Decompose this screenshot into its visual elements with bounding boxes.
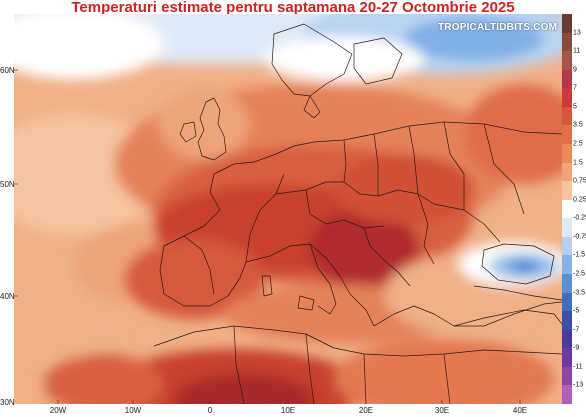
map-title: Temperaturi estimate pentru saptamana 20… [71,0,515,16]
colorbar-segment [562,162,572,182]
colorbar-label: 11 [573,47,581,55]
colorbar-label: 3.5 [573,121,583,129]
colorbar-segment [562,255,572,275]
lon-label-20w: 20W [49,406,67,415]
colorbar-label: -2.5 [573,270,586,278]
colorbar [562,14,572,405]
lat-label-50n: 50N [0,180,15,189]
colorbar-segment [562,274,572,293]
colorbar-label: 2.5 [573,140,583,148]
lat-label-60n: 60N [0,66,15,75]
colorbar-segment [562,51,572,71]
colorbar-segment [562,88,572,108]
colorbar-label: -7 [573,326,580,334]
colorbar-label: 0.25 [573,196,586,204]
colorbar-label: 7 [573,84,577,92]
watermark-text: TROPICALTIDBITS.COM [438,22,558,33]
lon-label-30e: 30E [434,406,450,415]
colorbar-segment [562,348,572,368]
colorbar-label: 0.75 [573,177,586,185]
lat-label-40n: 40N [0,292,15,301]
colorbar-label: -13 [573,381,584,389]
colorbar-segment [562,329,572,349]
colorbar-label: -0.75 [573,233,586,241]
lon-label-20e: 20E [358,406,374,415]
colorbar-label: -9 [573,344,580,352]
colorbar-label: -11 [573,363,583,371]
lon-label-0: 0 [207,406,213,415]
colorbar-segment [562,32,572,52]
colorbar-label: 5 [573,103,577,111]
colorbar-segment [562,125,572,145]
colorbar-label: 13 [573,29,581,37]
colorbar-segment [562,14,572,33]
lon-label-40e: 40E [512,406,528,415]
colorbar-segment [562,69,572,89]
lon-label-10w: 10W [124,406,142,415]
lon-label-10e: 10E [280,406,296,415]
anomaly-shading [14,14,562,404]
colorbar-label: -5 [573,307,580,315]
map-canvas [14,14,562,404]
colorbar-label: -1.5 [573,251,586,259]
colorbar-segment [562,366,572,386]
anomaly-map [14,14,562,404]
colorbar-segment [562,218,572,238]
country-borders [153,23,562,404]
colorbar-segment [562,236,572,256]
colorbar-label: -3.5 [573,289,586,297]
graticule-ticks [14,69,521,404]
colorbar-segment [562,385,572,405]
colorbar-segment [562,144,572,163]
colorbar-segment [562,199,572,219]
colorbar-label: -0.25 [573,214,586,222]
lat-label-30n: 30N [0,398,15,407]
colorbar-label: 9 [573,66,577,74]
colorbar-label: 1.5 [573,159,583,167]
colorbar-segment [562,311,572,331]
colorbar-segment [562,181,572,201]
colorbar-segment [562,106,572,126]
colorbar-segment [562,292,572,312]
